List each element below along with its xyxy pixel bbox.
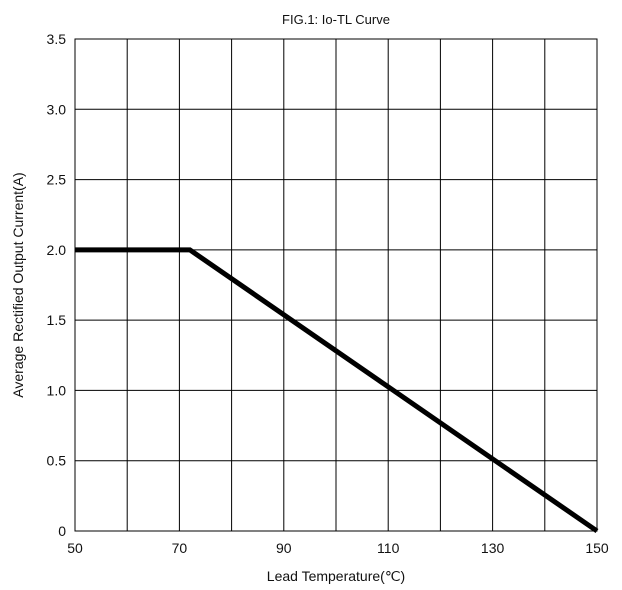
grid <box>74 38 598 532</box>
y-tick-label: 1.5 <box>47 312 67 328</box>
x-tick-label: 130 <box>481 540 505 556</box>
y-tick-label: 2.0 <box>47 242 67 258</box>
x-tick-label: 50 <box>67 540 83 556</box>
y-tick-label: 3.5 <box>47 31 67 47</box>
x-tick-label: 110 <box>377 540 400 556</box>
x-tick-labels: 50 70 90 110 130 150 <box>67 540 609 556</box>
chart-title: FIG.1: Io-TL Curve <box>282 12 390 27</box>
x-axis-title: Lead Temperature(℃) <box>267 568 405 584</box>
y-axis-title: Average Rectified Output Current(A) <box>10 172 26 397</box>
x-tick-label: 150 <box>585 540 609 556</box>
y-tick-label: 0 <box>58 523 66 539</box>
y-tick-label: 3.0 <box>47 101 67 117</box>
y-tick-label: 0.5 <box>47 453 67 469</box>
x-tick-label: 90 <box>276 540 292 556</box>
y-tick-label: 1.0 <box>47 382 67 398</box>
plot-frame <box>74 38 598 532</box>
y-tick-labels: 0 0.5 1.0 1.5 2.0 2.5 3.0 3.5 <box>47 31 67 539</box>
x-tick-label: 70 <box>172 540 188 556</box>
series-layer <box>74 247 599 534</box>
y-tick-label: 2.5 <box>47 172 67 188</box>
